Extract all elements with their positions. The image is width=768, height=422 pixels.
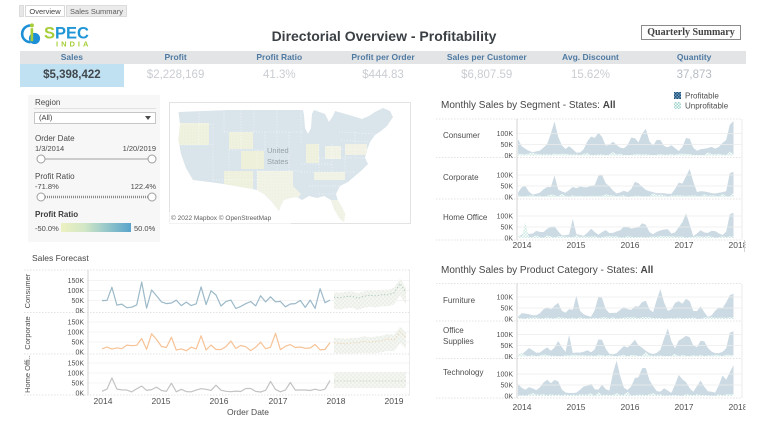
svg-text:Corporate: Corporate [23,316,32,349]
svg-text:2017: 2017 [269,396,288,406]
svg-text:100K: 100K [497,214,514,221]
svg-text:Consumer: Consumer [23,273,32,308]
svg-text:100K: 100K [497,332,514,339]
svg-text:2014: 2014 [94,396,113,406]
svg-text:SPEC: SPEC [44,25,89,43]
svg-text:2018: 2018 [729,402,748,412]
svg-text:100K: 100K [68,288,85,295]
svg-text:0K: 0K [504,195,513,202]
svg-text:50K: 50K [501,225,514,232]
svg-text:150K: 150K [68,320,85,327]
svg-text:50K: 50K [501,383,514,390]
svg-text:Unprofitable: Unprofitable [685,102,729,111]
svg-text:50K: 50K [72,381,85,388]
svg-text:0K: 0K [75,350,84,357]
svg-text:2016: 2016 [210,396,229,406]
svg-text:2015: 2015 [567,402,586,412]
svg-text:50K: 50K [72,340,85,347]
svg-text:100K: 100K [497,131,514,138]
svg-text:2018: 2018 [729,240,748,250]
svg-text:Office: Office [443,326,464,335]
svg-text:2017: 2017 [675,240,694,250]
svg-text:50K: 50K [501,343,514,350]
svg-text:100K: 100K [497,173,514,180]
svg-text:100K: 100K [497,295,514,302]
svg-text:0K: 0K [75,391,84,398]
svg-text:2017: 2017 [675,402,694,412]
svg-text:2015: 2015 [567,240,586,250]
svg-text:Supplies: Supplies [443,337,474,346]
svg-text:© 2022 Mapbox © OpenStreetMap: © 2022 Mapbox © OpenStreetMap [171,214,272,222]
svg-text:50K: 50K [501,184,514,191]
svg-text:Corporate: Corporate [443,173,479,182]
svg-text:INDIA: INDIA [56,40,91,49]
svg-text:0K: 0K [75,308,84,315]
svg-text:0K: 0K [504,236,513,243]
svg-text:2015: 2015 [152,396,171,406]
svg-text:Home Office: Home Office [443,213,488,222]
svg-text:50K: 50K [72,298,85,305]
svg-text:50K: 50K [501,142,514,149]
svg-text:0K: 0K [504,394,513,401]
svg-text:Furniture: Furniture [443,296,476,305]
svg-text:Consumer: Consumer [443,131,480,140]
svg-text:Profitable: Profitable [685,92,719,101]
svg-text:Home Offi..: Home Offi.. [23,355,32,393]
svg-text:0K: 0K [504,354,513,361]
svg-text:50K: 50K [501,306,514,313]
svg-text:0K: 0K [504,153,513,160]
svg-text:2014: 2014 [513,402,532,412]
svg-text:States: States [267,157,289,166]
svg-text:100K: 100K [497,372,514,379]
svg-text:United: United [267,146,289,155]
svg-text:2014: 2014 [513,240,532,250]
svg-text:150K: 150K [68,278,85,285]
svg-text:Order Date: Order Date [227,407,269,417]
svg-text:100K: 100K [68,371,85,378]
svg-text:2016: 2016 [621,402,640,412]
svg-text:2018: 2018 [327,396,346,406]
svg-text:2016: 2016 [621,240,640,250]
svg-text:0K: 0K [504,317,513,324]
svg-text:150K: 150K [68,361,85,368]
svg-text:2019: 2019 [385,396,404,406]
svg-text:100K: 100K [68,330,85,337]
svg-text:Technology: Technology [443,368,483,377]
